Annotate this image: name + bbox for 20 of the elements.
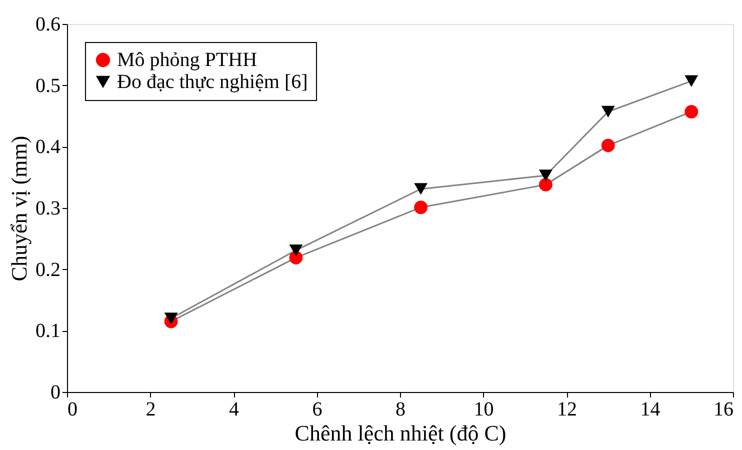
legend-label: Đo đạc thực nghiệm [6] [117, 71, 308, 93]
y-tick-label: 0 [50, 382, 60, 404]
x-axis-title: Chênh lệch nhiệt (độ C) [294, 420, 506, 446]
y-tick-label: 0.6 [36, 14, 60, 36]
x-tick-label: 14 [640, 398, 660, 420]
x-tick-label: 6 [312, 398, 322, 420]
x-tick-label: 10 [474, 398, 494, 420]
y-tick-label: 0.5 [36, 74, 60, 97]
x-tick-label: 4 [229, 398, 239, 420]
legend-label: Mô phỏng PTHH [117, 49, 258, 71]
y-tick-label: 0.1 [36, 320, 60, 342]
x-tick-label: 0 [68, 398, 78, 420]
x-tick-label: 2 [146, 398, 156, 420]
y-tick-label: 0.3 [36, 198, 60, 220]
y-tick-label: 0.2 [36, 258, 60, 281]
y-axis-title: Chuyển vị (mm) [6, 136, 32, 282]
y-tick-label: 0.4 [36, 136, 60, 158]
x-tick-label: 16 [714, 398, 734, 420]
x-tick-label: 8 [396, 398, 406, 420]
x-tick-label: 12 [557, 398, 577, 420]
